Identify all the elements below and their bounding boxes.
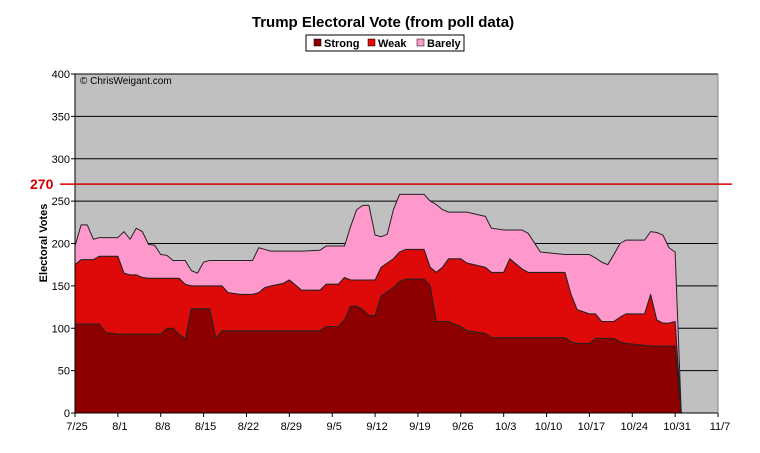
x-tick-label: 10/3 [495, 421, 516, 433]
chart-title: Trump Electoral Vote (from poll data) [252, 14, 514, 31]
y-tick-label: 400 [52, 69, 70, 81]
y-tick-label: 0 [64, 408, 70, 420]
y-tick-label: 250 [52, 196, 70, 208]
x-tick-label: 9/12 [366, 421, 387, 433]
legend-swatch-weak [367, 38, 376, 47]
legend: Strong Weak Barely [305, 34, 465, 52]
x-tick-label: 7/25 [66, 421, 87, 433]
x-tick-label: 8/8 [155, 421, 170, 433]
y-tick-label: 100 [52, 323, 70, 335]
y-axis-label: Electoral Votes [38, 204, 50, 283]
watermark: © ChrisWeigant.com [80, 76, 172, 87]
legend-box [305, 34, 465, 52]
x-tick-label: 9/19 [409, 421, 430, 433]
legend-label-barely: Barely [427, 38, 462, 50]
y-tick-label: 150 [52, 281, 70, 293]
y-tick-label: 50 [58, 366, 70, 378]
legend-label-weak: Weak [378, 38, 407, 50]
x-tick-label: 11/7 [710, 421, 731, 433]
reference-line-label: 270 [30, 176, 54, 192]
y-tick-label: 300 [52, 154, 70, 166]
y-tick-label: 350 [52, 111, 70, 123]
x-tick-label: 10/17 [578, 421, 606, 433]
x-tick-label: 8/1 [112, 421, 127, 433]
area-barely [74, 193, 682, 414]
x-tick-label: 10/24 [621, 421, 649, 433]
axes: 0 50 100 150 200 250 300 350 400 7/25 8/1 8/8 8/15 8/… [52, 69, 731, 433]
legend-swatch-strong [313, 38, 322, 47]
x-tick-label: 8/29 [281, 421, 302, 433]
x-tick-label: 10/10 [535, 421, 563, 433]
legend-swatch-barely [416, 38, 425, 47]
legend-label-strong: Strong [324, 38, 359, 50]
y-tick-label: 200 [52, 239, 70, 251]
x-tick-label: 9/5 [327, 421, 342, 433]
x-tick-label: 8/15 [195, 421, 216, 433]
x-tick-label: 8/22 [238, 421, 259, 433]
x-tick-label: 9/26 [452, 421, 473, 433]
x-tick-label: 10/31 [663, 421, 691, 433]
reference-line-group: 270 [30, 176, 732, 192]
